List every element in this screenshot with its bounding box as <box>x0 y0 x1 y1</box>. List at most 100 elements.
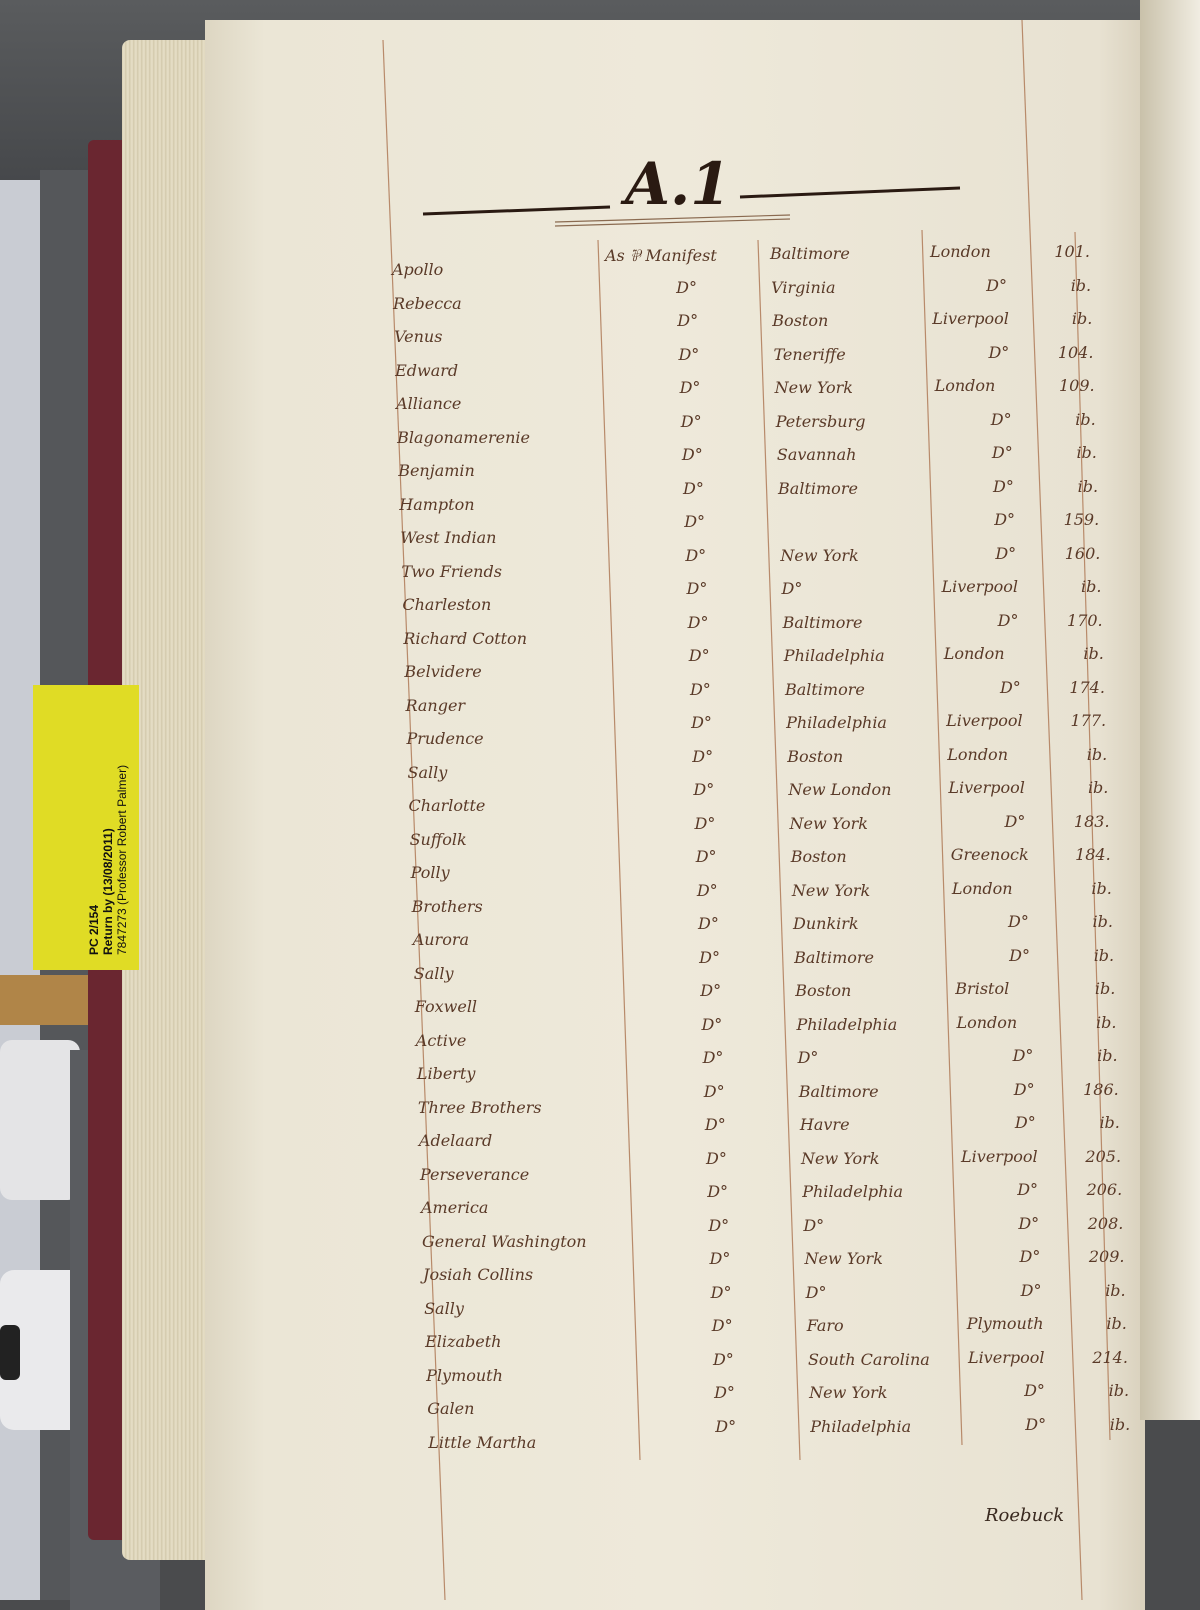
port-of-departure: D° <box>803 1215 825 1235</box>
manifest-basis: D° <box>688 646 710 665</box>
ship-name: Aurora <box>412 930 470 949</box>
port-of-destination: D° <box>1008 912 1029 931</box>
manifest-basis: D° <box>679 378 701 397</box>
manifest-basis: D° <box>715 1416 737 1436</box>
ledger-row: Adelaard D° Havre D° ib. <box>0 1113 1200 1151</box>
port-of-departure: Baltimore <box>784 679 865 699</box>
ledger-row: Josiah Collins D° New York D° 209. <box>0 1247 1200 1285</box>
port-of-destination: D° <box>999 677 1021 697</box>
port-of-destination: London <box>956 1012 1018 1032</box>
port-of-destination: D° <box>993 476 1014 496</box>
page-reference: 209. <box>1088 1247 1125 1266</box>
ship-name: Plymouth <box>426 1365 503 1385</box>
page-reference: ib. <box>1092 912 1113 931</box>
port-of-destination: D° <box>997 610 1019 630</box>
ledger-row: Edward D° Teneriffe D° 104. <box>0 343 1200 381</box>
port-of-destination: D° <box>1014 1113 1036 1132</box>
manifest-basis: D° <box>692 746 714 766</box>
ship-name: Foxwell <box>414 997 478 1016</box>
ledger-row: General Washington D° D° D° 208. <box>0 1214 1200 1252</box>
ship-name: Active <box>415 1030 467 1050</box>
page-reference: 206. <box>1086 1180 1123 1199</box>
page-reference: ib. <box>1076 443 1097 462</box>
page-reference: ib. <box>1077 476 1099 496</box>
manifest-basis: D° <box>686 579 708 598</box>
ship-name: Adelaard <box>418 1131 493 1150</box>
page-reference: 170. <box>1067 610 1103 630</box>
page-reference: ib. <box>1070 275 1092 295</box>
page-reference: 159. <box>1063 510 1100 529</box>
ledger-row: Charlotte D° New London Liverpool ib. <box>0 778 1200 816</box>
ship-name: West Indian <box>400 528 497 547</box>
ledger-row: Alliance D° New York London 109. <box>0 376 1200 414</box>
ship-name: Benjamin <box>398 461 475 480</box>
ledger-row: Sally D° D° D° ib. <box>0 1281 1200 1319</box>
port-of-departure: Philadelphia <box>796 1014 898 1034</box>
page-reference: 184. <box>1075 845 1111 864</box>
port-of-destination: D° <box>1024 1381 1045 1400</box>
port-of-destination: Liverpool <box>948 778 1025 797</box>
port-of-destination: London <box>951 878 1013 898</box>
port-of-departure: New York <box>789 813 868 833</box>
port-of-destination: D° <box>1013 1079 1035 1099</box>
page-reference: 177. <box>1070 711 1107 730</box>
port-of-departure: New York <box>780 545 859 565</box>
ledger-row: Polly D° Boston Greenock 184. <box>0 845 1200 883</box>
manifest-basis: D° <box>701 1014 723 1034</box>
port-of-destination: D° <box>1018 1213 1040 1233</box>
page-reference: 104. <box>1057 342 1094 362</box>
port-of-destination: London <box>930 242 991 261</box>
port-of-departure: Baltimore <box>770 244 850 263</box>
ship-name: Rebecca <box>393 293 462 313</box>
port-of-departure: Boston <box>790 847 847 866</box>
ship-name: Brothers <box>411 896 483 916</box>
ship-name: Galen <box>427 1399 475 1418</box>
port-of-destination: D° <box>988 342 1010 362</box>
port-of-departure: Dunkirk <box>793 914 859 933</box>
ledger-row: Foxwell D° Boston Bristol ib. <box>0 979 1200 1017</box>
manifest-basis: D° <box>687 612 709 632</box>
ship-name: Josiah Collins <box>423 1265 534 1284</box>
ship-name: Elizabeth <box>425 1332 502 1351</box>
manifest-basis: D° <box>710 1282 732 1302</box>
port-of-departure: Baltimore <box>778 478 858 498</box>
page-reference: ib. <box>1105 1280 1126 1300</box>
port-of-departure: Boston <box>795 981 852 1000</box>
manifest-basis: D° <box>707 1182 729 1201</box>
page-reference: 205. <box>1085 1146 1122 1166</box>
ledger-row: Venus D° Boston Liverpool ib. <box>0 309 1200 347</box>
manifest-basis: D° <box>706 1148 727 1168</box>
port-of-departure: Baltimore <box>798 1081 879 1101</box>
page-reference: ib. <box>1075 409 1096 429</box>
ledger-row: Prudence D° Philadelphia Liverpool 177. <box>0 711 1200 749</box>
ship-name: Little Martha <box>428 1432 537 1452</box>
port-of-departure: Baltimore <box>794 947 875 967</box>
ledger-row: Active D° Philadelphia London ib. <box>0 1013 1200 1051</box>
ledger-heading: A.1 <box>625 150 731 218</box>
ship-name: Liberty <box>416 1064 476 1083</box>
ledger-row: Brothers D° New York London ib. <box>0 879 1200 917</box>
page-reference: ib. <box>1071 309 1093 328</box>
port-of-departure: Virginia <box>771 277 836 297</box>
ship-name: Venus <box>394 327 443 346</box>
port-of-destination: D° <box>990 409 1012 429</box>
port-of-destination: London <box>947 744 1008 764</box>
port-of-destination: Greenock <box>950 845 1029 864</box>
facing-page-edge <box>1140 0 1200 1420</box>
port-of-departure: Havre <box>799 1115 850 1134</box>
port-of-departure: New York <box>809 1383 888 1402</box>
ship-name: Richard Cotton <box>403 628 527 648</box>
port-of-departure: Philadelphia <box>802 1182 904 1201</box>
manifest-basis: As ⅌ Manifest <box>605 246 717 265</box>
manifest-basis: D° <box>711 1316 733 1335</box>
manifest-basis: D° <box>678 344 700 364</box>
port-of-departure: Boston <box>772 311 829 330</box>
port-of-departure: Boston <box>787 746 844 766</box>
port-of-departure: D° <box>797 1048 819 1067</box>
page-reference: 214. <box>1092 1347 1128 1367</box>
manifest-basis: D° <box>681 445 703 464</box>
port-of-destination: Liverpool <box>967 1347 1045 1367</box>
ledger-row: Ranger D° Baltimore D° 174. <box>0 678 1200 716</box>
port-of-departure: D° <box>781 579 803 598</box>
